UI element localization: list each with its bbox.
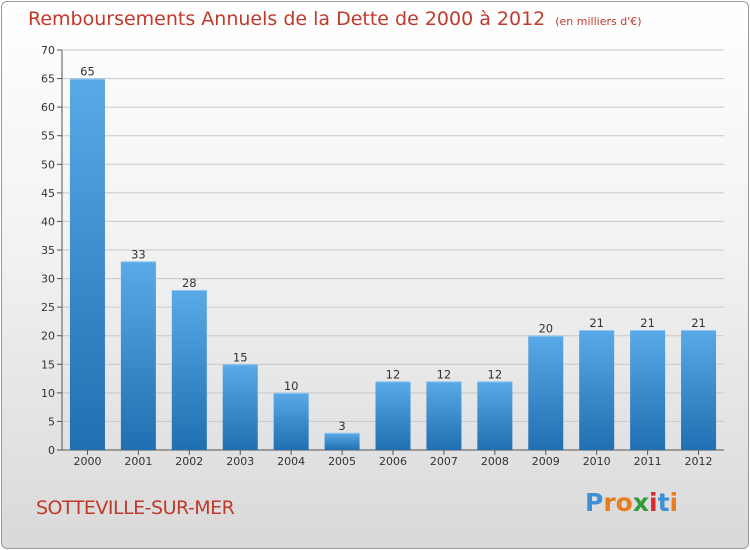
commune-name: SOTTEVILLE-SUR-MER	[36, 497, 235, 519]
y-tick-label: 25	[41, 301, 55, 314]
y-tick-label: 20	[41, 330, 55, 343]
chart-title-row: Remboursements Annuels de la Dette de 20…	[28, 8, 642, 30]
logo-letter: t	[657, 488, 670, 517]
x-tick-label: 2004	[277, 455, 305, 468]
logo-letter: i	[649, 488, 658, 517]
bar	[426, 381, 462, 450]
bar	[630, 330, 666, 450]
chart-subtitle: (en milliers d'€)	[555, 15, 642, 28]
x-tick-label: 2008	[481, 455, 509, 468]
y-tick-label: 40	[41, 215, 55, 228]
y-tick-label: 50	[41, 158, 55, 171]
data-label: 28	[182, 276, 197, 290]
bar	[528, 335, 564, 450]
y-tick-label: 45	[41, 187, 55, 200]
y-tick-label: 65	[41, 73, 55, 86]
y-tick-label: 0	[48, 444, 55, 457]
bar	[375, 381, 411, 450]
bar	[171, 290, 207, 450]
bar	[681, 330, 717, 450]
y-tick-label: 35	[41, 244, 55, 257]
logo-letter: x	[632, 488, 649, 517]
y-tick-label: 30	[41, 273, 55, 286]
x-tick-label: 2000	[73, 455, 101, 468]
y-tick-label: 70	[41, 44, 55, 57]
y-tick-label: 55	[41, 130, 55, 143]
chart-title: Remboursements Annuels de la Dette de 20…	[28, 8, 546, 30]
x-tick-label: 2002	[175, 455, 203, 468]
x-tick-label: 2009	[532, 455, 560, 468]
x-tick-label: 2006	[379, 455, 407, 468]
data-labels: 65 33 28 15 10 3 12 12 12 20 21 21 21	[80, 65, 706, 433]
bar	[222, 364, 258, 450]
data-label: 3	[338, 419, 345, 433]
bar	[120, 261, 156, 450]
logo-letter: P	[585, 488, 604, 517]
data-label: 21	[589, 316, 604, 330]
data-label: 33	[131, 247, 146, 261]
y-tick-label: 5	[48, 415, 55, 428]
x-tick-label: 2005	[328, 455, 356, 468]
x-tick-label: 2007	[430, 455, 458, 468]
data-label: 10	[284, 379, 299, 393]
logo-letter: i	[669, 488, 679, 517]
x-tick-label: 2010	[583, 455, 611, 468]
x-tick-label: 2012	[685, 455, 713, 468]
data-label: 21	[691, 316, 706, 330]
x-tick-label: 2001	[124, 455, 152, 468]
y-tick-label: 15	[41, 358, 55, 371]
x-tick-label: 2011	[634, 455, 662, 468]
data-label: 65	[80, 65, 95, 79]
y-tick-label: 60	[41, 101, 55, 114]
bar	[324, 432, 360, 450]
data-label: 20	[538, 322, 553, 336]
proxiti-logo: Proxiti	[585, 488, 678, 517]
bar	[69, 78, 105, 451]
logo-letter: r	[603, 488, 616, 517]
data-label: 12	[437, 367, 452, 381]
bars	[69, 78, 717, 451]
bar	[477, 381, 513, 450]
bar	[273, 392, 309, 450]
data-label: 12	[386, 367, 401, 381]
logo-letter: o	[615, 488, 633, 517]
y-tick-label: 10	[41, 387, 55, 400]
data-label: 12	[488, 367, 503, 381]
data-label: 21	[640, 316, 655, 330]
bar	[579, 330, 615, 450]
data-label: 15	[233, 350, 248, 364]
x-tick-label: 2003	[226, 455, 254, 468]
grid-lines	[62, 49, 724, 422]
